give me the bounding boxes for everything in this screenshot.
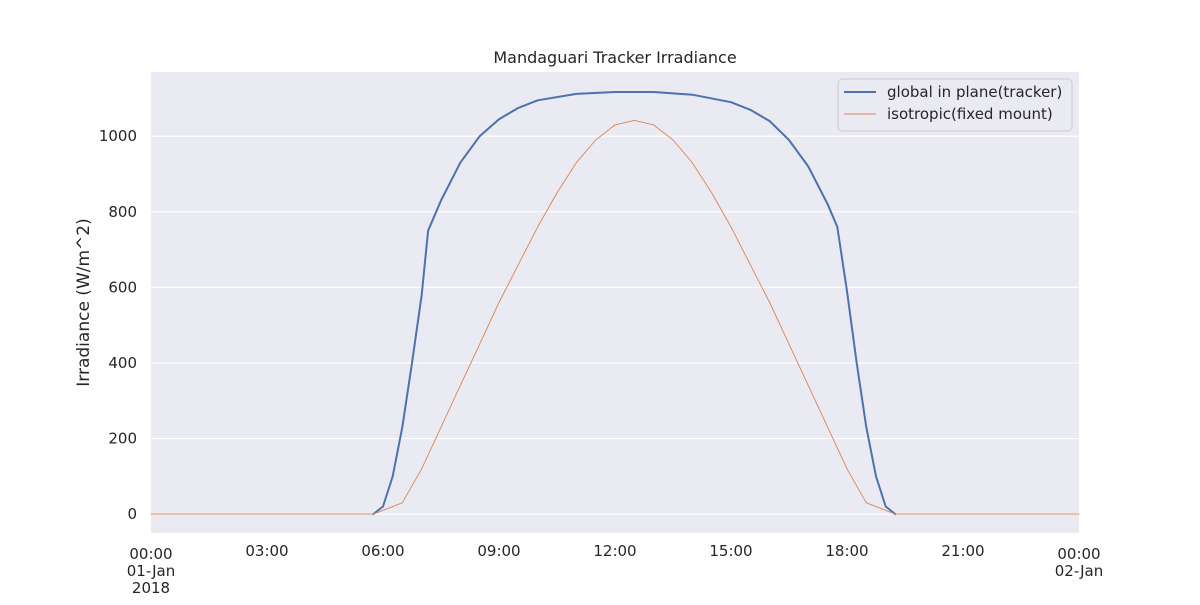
x-tick-label: 12:00 [593, 542, 636, 560]
y-tick-label: 1000 [99, 127, 137, 145]
series-line-2 [150, 119, 1080, 515]
x-tick-label-line: 15:00 [709, 542, 752, 560]
x-tick-label: 18:00 [825, 542, 868, 560]
x-tick-label-line: 02-Jan [1055, 562, 1103, 580]
y-tick-label: 800 [108, 203, 137, 221]
x-tick-label: 09:00 [477, 542, 520, 560]
plot-area [151, 72, 1079, 533]
legend-label-1: global in plane(tracker) [887, 83, 1062, 101]
y-tick-label: 600 [108, 278, 137, 296]
y-tick-label: 0 [127, 505, 137, 523]
x-tick-label: 00:00 02-Jan [1055, 545, 1103, 580]
y-axis-title: Irradiance (W/m^2) [74, 218, 94, 386]
x-tick-label: 06:00 [361, 542, 404, 560]
x-tick-label-line: 00:00 [1057, 545, 1100, 563]
y-tick-labels: 0 200 400 600 800 1000 [99, 127, 137, 523]
x-tick-label: 03:00 [245, 542, 288, 560]
y-tick-label: 400 [108, 354, 137, 372]
x-tick-label-line: 06:00 [361, 542, 404, 560]
x-tick-label: 15:00 [709, 542, 752, 560]
legend-box [837, 78, 1073, 132]
x-tick-label-line: 12:00 [593, 542, 636, 560]
legend-label-2: isotropic(fixed mount) [887, 105, 1053, 123]
legend: global in plane(tracker) isotropic(fixed … [837, 78, 1073, 132]
x-tick-label-line: 2018 [132, 579, 170, 597]
x-tick-label-line: 21:00 [941, 542, 984, 560]
x-tick-label-line: 09:00 [477, 542, 520, 560]
x-tick-label-line: 00:00 [129, 545, 172, 563]
x-tick-label-line: 01-Jan [127, 562, 175, 580]
series-line-1 [372, 91, 897, 516]
x-tick-label-line: 18:00 [825, 542, 868, 560]
x-tick-label: 00:00 01-Jan 2018 [127, 545, 175, 597]
x-tick-label: 21:00 [941, 542, 984, 560]
chart-title: Mandaguari Tracker Irradiance [493, 48, 736, 67]
x-tick-label-line: 03:00 [245, 542, 288, 560]
y-tick-label: 200 [108, 430, 137, 448]
series-layer [150, 91, 1080, 516]
